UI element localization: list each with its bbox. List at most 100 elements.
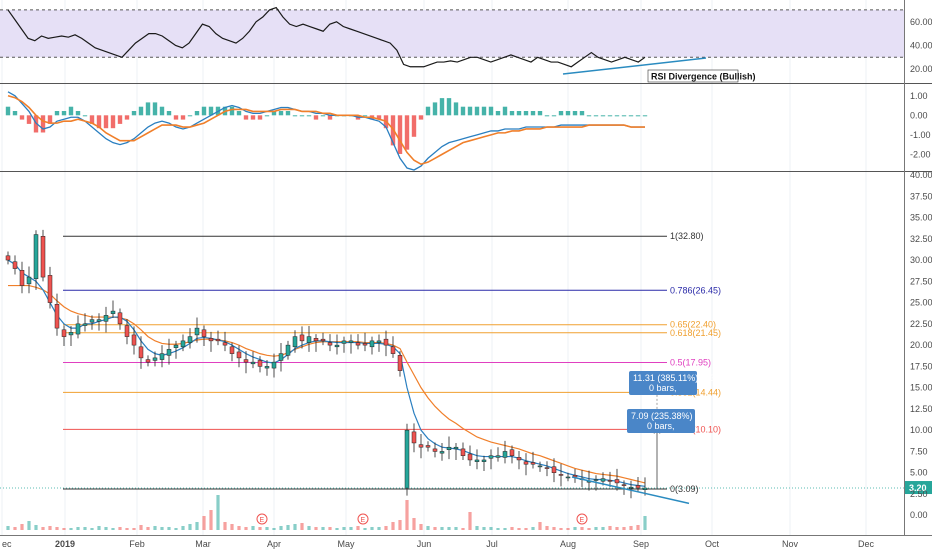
volume-bar — [461, 528, 465, 530]
candle-body — [446, 446, 452, 450]
macd-hist-bar — [278, 111, 284, 116]
candle-body — [404, 429, 410, 489]
candle-body — [47, 275, 53, 303]
candle-body — [12, 261, 18, 269]
candle-body — [334, 344, 340, 348]
macd-hist-bar — [411, 115, 417, 137]
volume-bar — [489, 527, 493, 530]
candle-body — [411, 431, 417, 444]
earnings-marker — [256, 513, 268, 525]
candle-body — [131, 334, 137, 346]
candle-body — [61, 329, 67, 337]
candle-body — [138, 346, 144, 359]
candle-body — [173, 344, 179, 348]
x-tick-label: May — [337, 539, 355, 549]
volume-bar — [377, 527, 381, 530]
x-tick-label: Dec — [858, 539, 875, 549]
x-tick-label: Jul — [486, 539, 498, 549]
macd-hist-bar — [600, 115, 606, 117]
macd-hist-bar — [593, 115, 599, 117]
macd-hist-bar — [607, 115, 613, 117]
candle-body — [145, 359, 151, 363]
earnings-marker — [576, 513, 588, 525]
volume-bar — [538, 522, 542, 530]
candle-body — [201, 329, 207, 337]
volume-bar — [188, 524, 192, 530]
volume-bar — [398, 520, 402, 530]
volume-bar — [293, 524, 297, 530]
candle-body — [278, 353, 284, 361]
volume-bar — [181, 526, 185, 530]
macd-hist-bar — [425, 106, 431, 116]
candle-body — [19, 270, 25, 286]
price-tick-label: 40.00 — [910, 170, 932, 180]
macd-hist-bar — [586, 115, 592, 117]
candle-body — [369, 340, 375, 348]
candle-body — [89, 319, 95, 323]
volume-bar — [167, 527, 171, 530]
price-tick-label: 17.50 — [910, 361, 932, 371]
x-tick-label: Mar — [195, 539, 211, 549]
candle-body — [117, 312, 123, 325]
volume-bar — [307, 526, 311, 530]
macd-hist-bar — [453, 102, 459, 116]
macd-hist-bar — [558, 111, 564, 116]
volume-bar — [587, 528, 591, 530]
macd-hist-bar — [131, 111, 137, 116]
candle-body — [600, 478, 606, 482]
candle-body — [40, 235, 46, 278]
volume-bar — [454, 527, 458, 530]
volume-bar — [412, 518, 416, 530]
candle-body — [292, 336, 298, 348]
macd-hist-bar — [257, 115, 263, 120]
macd-hist-bar — [12, 111, 18, 116]
measure-line2: 0 bars, — [649, 383, 677, 393]
macd-hist-bar — [614, 115, 620, 117]
macd-hist-bar — [362, 115, 368, 117]
fib-level-label: 0.618(21.45) — [670, 328, 721, 338]
macd-hist-bar — [47, 115, 53, 124]
volume-bar — [335, 528, 339, 530]
macd-hist-bar — [488, 106, 494, 116]
volume-bar — [69, 528, 73, 530]
macd-hist-bar — [194, 111, 200, 116]
macd-hist-bar — [124, 115, 130, 120]
price-tick-label: 5.00 — [910, 468, 928, 478]
price-tick-label: 20.00 — [910, 340, 932, 350]
volume-bar — [468, 512, 472, 530]
macd-hist-bar — [180, 115, 186, 120]
fib-level-label: 0.236(10.10) — [670, 424, 721, 434]
macd-hist-bar — [208, 106, 214, 116]
macd-hist-bar — [320, 115, 326, 117]
earnings-marker-label: E — [361, 517, 366, 524]
volume-bar — [636, 525, 640, 530]
volume-bar — [475, 526, 479, 530]
macd-hist-bar — [572, 111, 578, 116]
fib-level-label: 0.5(17.95) — [670, 358, 711, 368]
candle-body — [236, 351, 242, 359]
candle-body — [397, 355, 403, 371]
volume-bar — [132, 528, 136, 530]
volume-bar — [524, 528, 528, 530]
macd-hist-bar — [446, 98, 452, 116]
volume-bar — [300, 523, 304, 530]
volume-bar — [286, 525, 290, 530]
candle-body — [474, 459, 480, 462]
macd-hist-bar — [460, 106, 466, 116]
volume-bar — [482, 527, 486, 530]
candle-body — [166, 349, 172, 356]
volume-bar — [146, 527, 150, 530]
macd-hist-bar — [579, 111, 585, 116]
candle-body — [327, 342, 333, 346]
candle-body — [460, 448, 466, 456]
volume-bar — [370, 527, 374, 530]
volume-bar — [356, 526, 360, 530]
macd-hist-bar — [516, 111, 522, 116]
volume-bar — [440, 527, 444, 530]
ma-slow-line — [8, 284, 646, 484]
macd-hist-bar — [313, 115, 319, 120]
rsi-tick-label: 20.00 — [910, 64, 932, 74]
volume-bar — [279, 526, 283, 530]
volume-bar — [405, 500, 409, 530]
